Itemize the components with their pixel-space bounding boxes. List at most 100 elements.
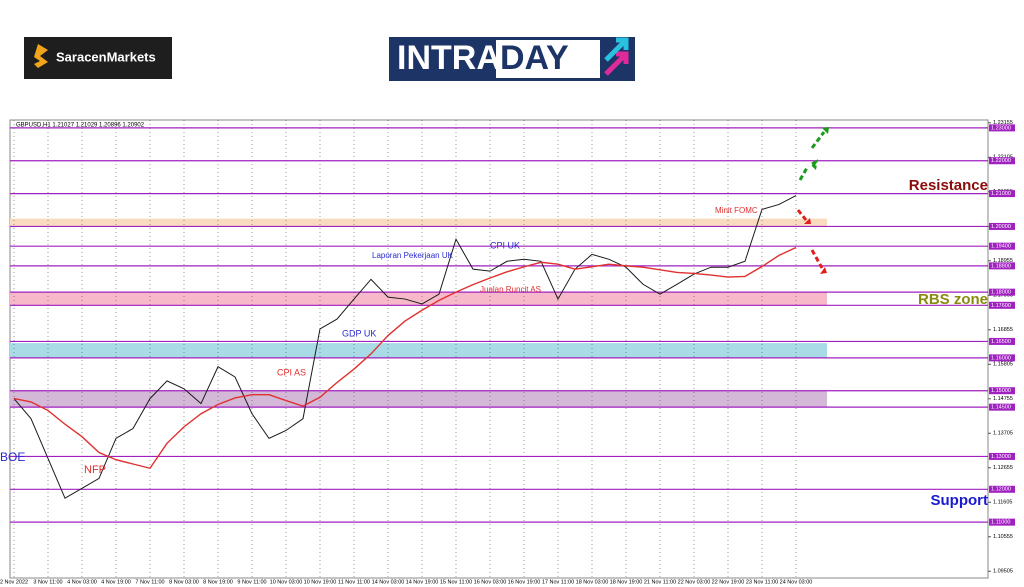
level-label-box: [989, 124, 1015, 132]
annotation: BOE: [0, 450, 25, 464]
level-label-box: [989, 242, 1015, 250]
level-label-box: [989, 452, 1015, 460]
annotation: NFP: [84, 464, 106, 476]
arrow-head: [804, 218, 811, 224]
level-label: 1.18000: [991, 290, 1011, 296]
x-tick-label: 14 Nov 19:00: [406, 579, 439, 585]
level-label: 1.20000: [991, 224, 1011, 230]
forecast-arrows: [796, 127, 829, 274]
arrow-down: [810, 249, 824, 269]
level-label-box: [989, 485, 1015, 493]
price-line: [13, 195, 797, 499]
x-tick-label: 4 Nov 03:00: [67, 579, 97, 585]
x-tick-label: 14 Nov 03:00: [372, 579, 405, 585]
brand-logo: [24, 37, 172, 79]
brand-name: SaracenMarkets: [56, 49, 156, 64]
annotation: Support: [931, 492, 989, 509]
x-tick-label: 18 Nov 03:00: [576, 579, 609, 585]
logo-box: [496, 40, 600, 78]
annotation: Laporan Pekerjaan UK: [372, 251, 454, 260]
arrow-head: [822, 127, 829, 134]
level-label: 1.16500: [991, 339, 1011, 345]
x-tick-label: 22 Nov 19:00: [712, 579, 745, 585]
level-label-box: [989, 387, 1015, 395]
level-label-box: [989, 190, 1015, 198]
level-label-box: [989, 403, 1015, 411]
level-label: 1.12000: [991, 487, 1011, 493]
chart-title: GBPUSD,H1 1.21027 1.21029 1.20896 1.2090…: [16, 123, 145, 129]
x-tick-label: 3 Nov 11:00: [33, 579, 62, 585]
x-tick-label: 11 Nov 11:00: [338, 579, 370, 585]
level-label-box: [989, 157, 1015, 165]
arrow-head: [820, 267, 827, 274]
brand-icon: [34, 44, 48, 68]
level-label: 1.14500: [991, 405, 1011, 411]
logo-left: INTRA: [397, 39, 501, 77]
x-tick-label: 16 Nov 03:00: [474, 579, 507, 585]
y-tick-label: 1.13705: [993, 431, 1013, 437]
level-label: 1.15000: [991, 388, 1011, 394]
x-tick-label: 2 Nov 2022: [0, 579, 28, 585]
price-line: [13, 246, 797, 470]
plot: [10, 120, 988, 578]
level-label: 1.19400: [991, 244, 1011, 250]
level-label-box: [989, 288, 1015, 296]
y-tick-label: 1.23155: [993, 120, 1013, 126]
level-label: 1.17600: [991, 303, 1011, 309]
x-tick-label: 18 Nov 19:00: [610, 579, 643, 585]
arrow-up: [809, 131, 826, 171]
logo-arrow-pink: [604, 51, 629, 76]
level-label: 1.22000: [991, 158, 1011, 164]
x-tick-label: 9 Nov 11:00: [237, 579, 266, 585]
y-tick-label: 1.18955: [993, 258, 1013, 264]
level-label: 1.21000: [991, 191, 1011, 197]
x-tick-label: 15 Nov 11:00: [440, 579, 472, 585]
arrow-up: [798, 165, 810, 181]
x-tick-label: 4 Nov 19:00: [101, 579, 131, 585]
level-label-box: [989, 301, 1015, 309]
annotation: CPI UK: [490, 240, 520, 250]
level-label: 1.13000: [991, 454, 1011, 460]
x-tick-label: 24 Nov 03:00: [780, 579, 813, 585]
x-tick-label: 23 Nov 11:00: [746, 579, 778, 585]
level-label: 1.23000: [991, 125, 1011, 131]
zone: [10, 292, 827, 306]
y-tick-label: 1.09505: [993, 569, 1013, 575]
x-tick-label: 17 Nov 11:00: [542, 579, 574, 585]
zone: [10, 343, 827, 358]
level-label: 1.11000: [991, 520, 1010, 526]
annotation: Minit FOMC: [715, 206, 758, 215]
level-label-box: [989, 518, 1015, 526]
y-tick-label: 1.17905: [993, 293, 1013, 299]
annotation: Jualan Runcit AS: [480, 285, 541, 294]
x-tick-label: 22 Nov 03:00: [678, 579, 711, 585]
x-tick-label: 7 Nov 11:00: [135, 579, 164, 585]
annotation: CPI AS: [277, 367, 306, 377]
level-label: 1.18800: [991, 263, 1011, 269]
y-tick-label: 1.15805: [993, 362, 1013, 368]
y-tick-label: 1.11605: [993, 500, 1012, 506]
level-label-box: [989, 262, 1015, 270]
zone: [10, 390, 827, 408]
x-tick-label: 10 Nov 03:00: [270, 579, 303, 585]
annotation: RBS zone: [918, 291, 988, 308]
level-label-box: [989, 222, 1015, 230]
level-label-box: [989, 354, 1015, 362]
level-label: 1.16000: [991, 355, 1011, 361]
level-label-box: [989, 337, 1015, 345]
annotation: GDP UK: [342, 328, 376, 338]
x-tick-label: 21 Nov 11:00: [644, 579, 676, 585]
annotation: Resistance: [909, 177, 988, 194]
x-tick-label: 10 Nov 19:00: [304, 579, 337, 585]
x-tick-label: 16 Nov 19:00: [508, 579, 541, 585]
y-tick-label: 1.10555: [993, 534, 1013, 540]
logo-arrow-cyan: [604, 37, 629, 62]
x-tick-label: 8 Nov 19:00: [203, 579, 233, 585]
y-tick-label: 1.14755: [993, 396, 1013, 402]
x-tick-label: 8 Nov 03:00: [169, 579, 199, 585]
zone: [10, 218, 827, 227]
y-tick-label: 1.16855: [993, 327, 1013, 333]
logo-right: DAY: [500, 39, 569, 77]
